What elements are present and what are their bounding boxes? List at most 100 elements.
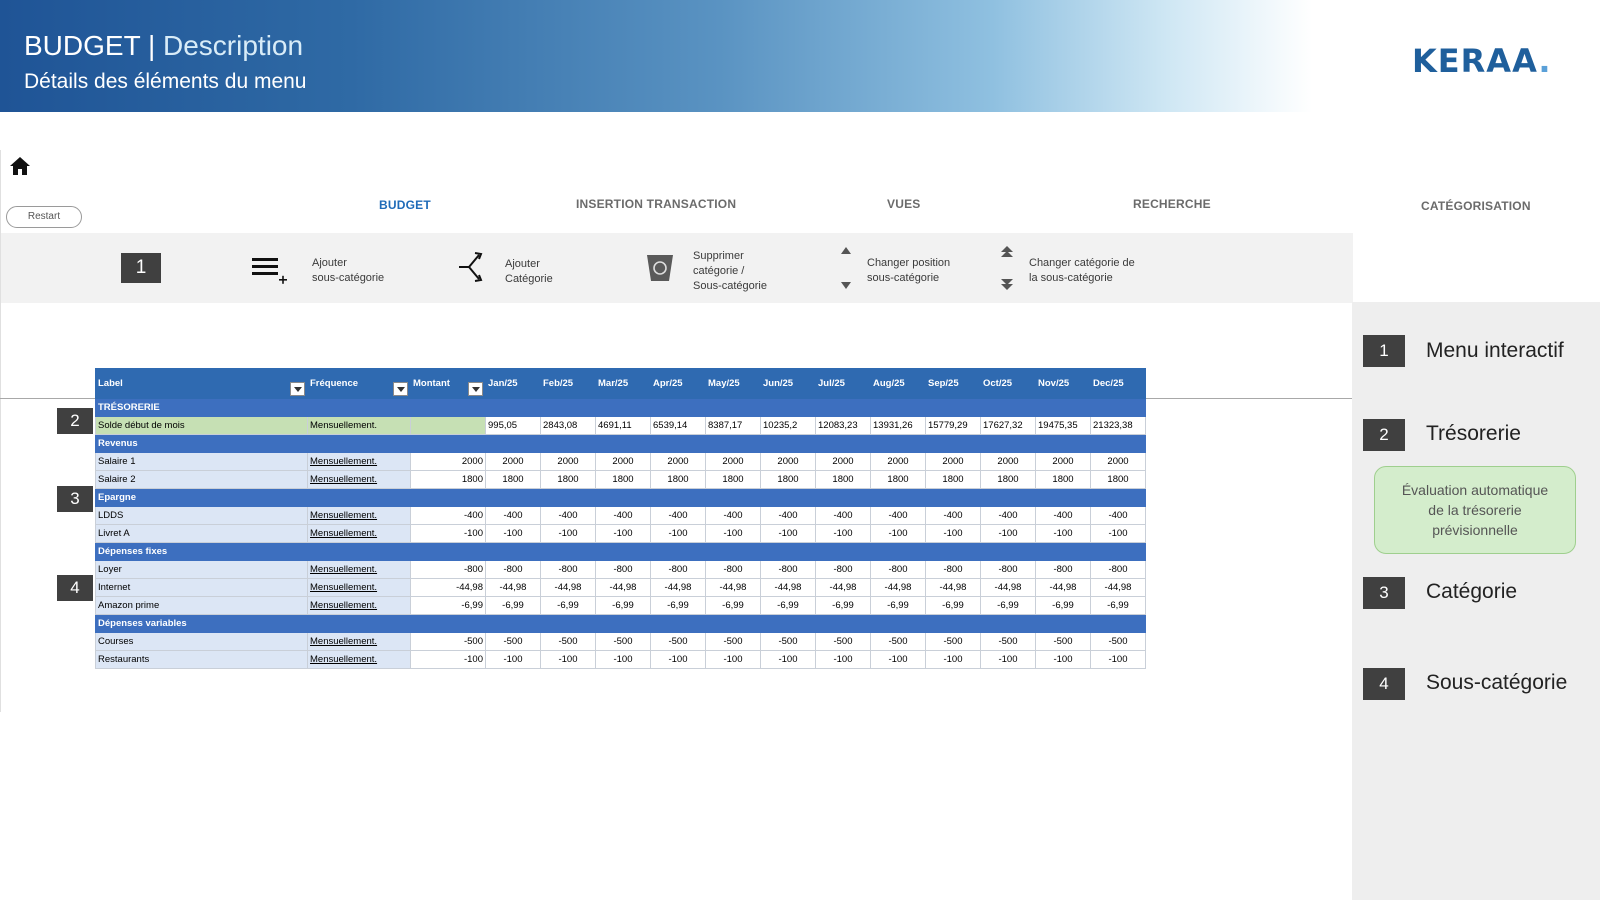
month-cell: -6,99 xyxy=(980,596,1036,615)
amount-cell[interactable] xyxy=(410,416,486,435)
month-cell: -800 xyxy=(980,560,1036,579)
amount-cell[interactable]: -100 xyxy=(410,524,486,543)
month-cell: 2000 xyxy=(650,452,706,471)
column-header: Apr/25 xyxy=(650,368,706,399)
frequency-link[interactable]: Mensuellement. xyxy=(307,506,411,525)
amount-cell[interactable]: -800 xyxy=(410,560,486,579)
table-row: Restaurants Mensuellement. -100 -100 -100 -10… xyxy=(95,650,1146,669)
column-header[interactable]: Fréquence xyxy=(307,368,411,399)
month-cell: -500 xyxy=(540,632,596,651)
row-label: Internet xyxy=(95,578,308,597)
month-cell: 1800 xyxy=(925,470,981,489)
frequency-link[interactable]: Mensuellement. xyxy=(307,596,411,615)
add-subcategory-button[interactable]: Ajouter sous-catégorie xyxy=(312,257,385,284)
delete-icon[interactable] xyxy=(645,251,675,283)
marker-badge-4: 4 xyxy=(57,575,93,601)
tab-recherche[interactable]: RECHERCHE xyxy=(1133,197,1211,211)
filter-dropdown-icon[interactable] xyxy=(393,382,408,396)
month-cell: -800 xyxy=(485,560,541,579)
month-cell: 19475,35 xyxy=(1035,416,1091,435)
row-label: Amazon prime xyxy=(95,596,308,615)
month-cell: 2000 xyxy=(925,452,981,471)
change-category-icon[interactable] xyxy=(999,244,1015,292)
frequency-link[interactable]: Mensuellement. xyxy=(307,560,411,579)
month-cell: -400 xyxy=(650,506,706,525)
frequency-link[interactable]: Mensuellement. xyxy=(307,632,411,651)
month-cell: -400 xyxy=(980,506,1036,525)
month-cell: -100 xyxy=(815,650,871,669)
frequency-link[interactable]: Mensuellement. xyxy=(307,470,411,489)
month-cell: -6,99 xyxy=(925,596,981,615)
month-cell: 10235,2 xyxy=(760,416,816,435)
month-cell: -500 xyxy=(980,632,1036,651)
column-header: Jul/25 xyxy=(815,368,871,399)
add-category-button[interactable]: Ajouter Catégorie xyxy=(505,258,553,285)
month-cell: -44,98 xyxy=(815,578,871,597)
month-cell: -500 xyxy=(760,632,816,651)
month-cell: 2000 xyxy=(540,452,596,471)
table-row: LDDS Mensuellement. -400 -400 -400 -400 -400 -4… xyxy=(95,506,1146,525)
month-cell: -6,99 xyxy=(760,596,816,615)
filter-dropdown-icon[interactable] xyxy=(468,382,483,396)
column-header: Sep/25 xyxy=(925,368,981,399)
section-row: Dépenses variables xyxy=(95,614,1146,633)
row-label: Restaurants xyxy=(95,650,308,669)
amount-cell[interactable]: -500 xyxy=(410,632,486,651)
month-cell: -100 xyxy=(870,650,926,669)
change-position-button[interactable]: Changer position sous-catégorie xyxy=(867,257,951,284)
add-subcategory-icon[interactable] xyxy=(251,253,287,285)
table-row: Loyer Mensuellement. -800 -800 -800 -800 -800-… xyxy=(95,560,1146,579)
month-cell: -400 xyxy=(925,506,981,525)
home-icon[interactable] xyxy=(9,156,31,176)
tab-categorisation[interactable]: CATÉGORISATION xyxy=(1421,199,1531,213)
amount-cell[interactable]: 1800 xyxy=(410,470,486,489)
column-header: May/25 xyxy=(705,368,761,399)
column-header: Jan/25 xyxy=(485,368,541,399)
column-header: Mar/25 xyxy=(595,368,651,399)
amount-cell[interactable]: -400 xyxy=(410,506,486,525)
frequency-link[interactable]: Mensuellement. xyxy=(307,650,411,669)
restart-button[interactable]: Restart xyxy=(6,206,82,228)
amount-cell[interactable]: -44,98 xyxy=(410,578,486,597)
month-cell: 8387,17 xyxy=(705,416,761,435)
page-title: BUDGET | Description xyxy=(24,30,304,61)
legend-badge-4: 4 xyxy=(1363,668,1405,700)
row-label: Salaire 2 xyxy=(95,470,308,489)
frequency-link[interactable]: Mensuellement. xyxy=(307,578,411,597)
amount-cell[interactable]: -6,99 xyxy=(410,596,486,615)
column-header: Nov/25 xyxy=(1035,368,1091,399)
month-cell: -100 xyxy=(980,650,1036,669)
amount-cell[interactable]: -100 xyxy=(410,650,486,669)
tab-insertion-transaction[interactable]: INSERTION TRANSACTION xyxy=(576,197,737,211)
table-row: Internet Mensuellement. -44,98 -44,98 -44,98… xyxy=(95,578,1146,597)
month-cell: -800 xyxy=(870,560,926,579)
tab-vues[interactable]: VUES xyxy=(887,197,921,211)
marker-badge-3: 3 xyxy=(57,486,93,512)
month-cell: -800 xyxy=(1035,560,1091,579)
month-cell: 4691,11 xyxy=(595,416,651,435)
section-label: Revenus xyxy=(95,434,1146,453)
month-cell: -6,99 xyxy=(1035,596,1091,615)
month-cell: 1800 xyxy=(1090,470,1146,489)
tresorerie-callout: Évaluation automatique de la trésorerie pr… xyxy=(1374,466,1576,554)
month-cell: -800 xyxy=(1090,560,1146,579)
amount-cell[interactable]: 2000 xyxy=(410,452,486,471)
delete-button[interactable]: Supprimer catégorie / Sous-catégorie xyxy=(693,250,767,292)
tab-budget[interactable]: BUDGET xyxy=(379,198,431,212)
month-cell: 2000 xyxy=(1035,452,1091,471)
month-cell: -44,98 xyxy=(705,578,761,597)
section-label: Epargne xyxy=(95,488,1146,507)
frequency-link: Mensuellement. xyxy=(307,416,411,435)
add-category-icon[interactable] xyxy=(457,249,487,285)
column-header[interactable]: Label xyxy=(95,368,308,399)
filter-dropdown-icon[interactable] xyxy=(290,382,305,396)
column-header[interactable]: Montant xyxy=(410,368,486,399)
move-up-down-icon[interactable] xyxy=(839,246,853,290)
frequency-link[interactable]: Mensuellement. xyxy=(307,452,411,471)
frequency-link[interactable]: Mensuellement. xyxy=(307,524,411,543)
table-row: Salaire 2 Mensuellement. 1800 1800 1800 1800 1… xyxy=(95,470,1146,489)
change-category-button[interactable]: Changer catégorie de la sous-catégorie xyxy=(1029,257,1135,284)
month-cell: -100 xyxy=(595,650,651,669)
table-header-row: Label Fréquence Montant Jan/25 Feb/25 Mar/25 A… xyxy=(95,368,1146,399)
month-cell: -44,98 xyxy=(1090,578,1146,597)
